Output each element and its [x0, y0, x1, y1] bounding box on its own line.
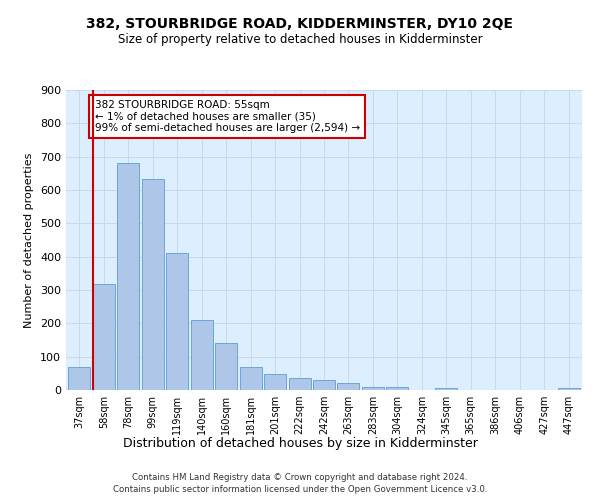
- Bar: [362, 386, 384, 390]
- Bar: [386, 388, 409, 390]
- Bar: [313, 380, 335, 390]
- Text: Distribution of detached houses by size in Kidderminster: Distribution of detached houses by size …: [122, 438, 478, 450]
- Text: 382, STOURBRIDGE ROAD, KIDDERMINSTER, DY10 2QE: 382, STOURBRIDGE ROAD, KIDDERMINSTER, DY…: [86, 18, 514, 32]
- Bar: [239, 366, 262, 390]
- Bar: [264, 374, 286, 390]
- Bar: [142, 180, 164, 390]
- Text: Contains public sector information licensed under the Open Government Licence v3: Contains public sector information licen…: [113, 485, 487, 494]
- Text: Contains HM Land Registry data © Crown copyright and database right 2024.: Contains HM Land Registry data © Crown c…: [132, 472, 468, 482]
- Y-axis label: Number of detached properties: Number of detached properties: [25, 152, 34, 328]
- Text: Size of property relative to detached houses in Kidderminster: Size of property relative to detached ho…: [118, 32, 482, 46]
- Bar: [435, 388, 457, 390]
- Bar: [166, 252, 188, 390]
- Bar: [118, 162, 139, 390]
- Bar: [289, 378, 311, 390]
- Bar: [68, 366, 91, 390]
- Bar: [215, 344, 237, 390]
- Bar: [93, 284, 115, 390]
- Bar: [337, 384, 359, 390]
- Text: 382 STOURBRIDGE ROAD: 55sqm
← 1% of detached houses are smaller (35)
99% of semi: 382 STOURBRIDGE ROAD: 55sqm ← 1% of deta…: [95, 100, 360, 133]
- Bar: [557, 388, 580, 390]
- Bar: [191, 320, 213, 390]
